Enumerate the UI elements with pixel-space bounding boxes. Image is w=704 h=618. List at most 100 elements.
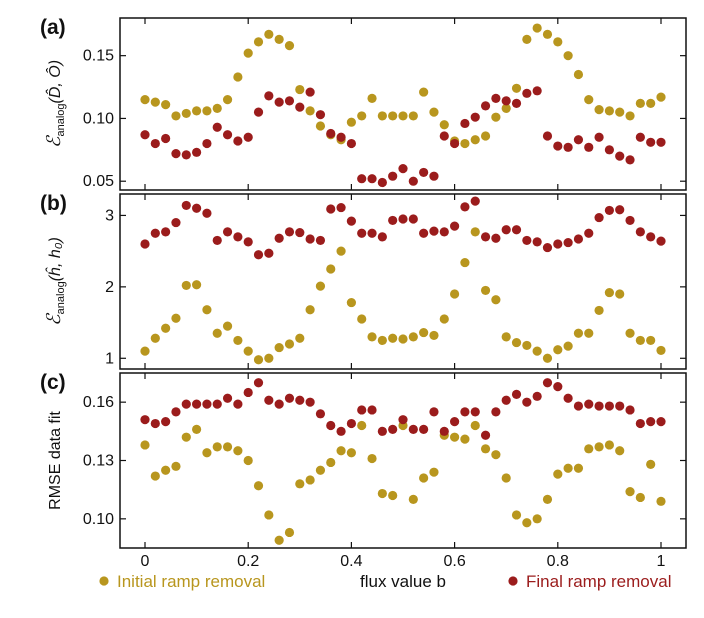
point-final xyxy=(450,221,460,231)
legend-marker-initial xyxy=(99,576,109,586)
point-final xyxy=(532,237,542,247)
point-final xyxy=(161,227,171,237)
point-final xyxy=(584,142,594,152)
point-initial xyxy=(656,92,666,102)
point-initial xyxy=(274,342,284,353)
point-initial xyxy=(511,337,522,348)
point-final xyxy=(511,225,522,235)
point-final xyxy=(532,391,542,401)
point-initial xyxy=(222,95,233,105)
point-initial xyxy=(450,432,460,442)
point-initial xyxy=(398,111,408,121)
point-initial xyxy=(388,111,398,121)
y-axis-label-symbol: ℰ xyxy=(44,312,65,326)
point-final xyxy=(553,382,563,392)
point-final xyxy=(439,131,449,141)
plot-frame xyxy=(119,17,687,191)
point-final xyxy=(192,203,202,213)
panel-1: 1 2 3 (b) ℰanalog(ĥ, h₀) xyxy=(40,192,687,370)
point-final xyxy=(274,399,284,409)
x-tick-label: 0.4 xyxy=(340,553,362,570)
point-final xyxy=(542,131,553,141)
point-initial xyxy=(542,353,553,363)
point-initial xyxy=(646,459,656,469)
point-initial xyxy=(491,295,501,305)
point-initial xyxy=(584,444,594,454)
point-final xyxy=(563,142,573,152)
point-final xyxy=(253,378,264,388)
point-final xyxy=(615,151,625,161)
point-final xyxy=(460,118,470,129)
point-final xyxy=(140,130,150,140)
point-initial xyxy=(584,328,594,338)
point-initial xyxy=(408,111,418,121)
point-final xyxy=(202,138,212,149)
point-initial xyxy=(625,487,635,497)
point-initial xyxy=(295,479,305,489)
point-initial xyxy=(315,121,326,131)
y-axis-label-subscript: analog xyxy=(55,281,67,314)
point-final xyxy=(326,420,336,431)
point-final xyxy=(150,138,160,149)
point-initial xyxy=(491,450,501,460)
point-initial xyxy=(501,332,511,342)
point-final xyxy=(388,215,398,226)
y-axis-label-symbol: ℰ xyxy=(44,134,65,148)
point-initial xyxy=(326,264,336,274)
point-final xyxy=(181,200,191,211)
point-initial xyxy=(305,106,315,116)
y-axis-label-args: (D̂, Ô) xyxy=(44,60,64,104)
point-final xyxy=(233,399,243,409)
point-initial xyxy=(615,289,625,299)
point-final xyxy=(542,378,553,388)
y-tick-label: 1 xyxy=(105,350,114,367)
point-initial xyxy=(181,280,191,291)
point-initial xyxy=(274,535,284,545)
point-final xyxy=(542,242,553,253)
point-initial xyxy=(470,135,480,145)
point-initial xyxy=(284,41,295,51)
point-final xyxy=(450,417,460,427)
point-final xyxy=(573,135,584,145)
point-initial xyxy=(243,346,253,356)
point-final xyxy=(212,122,222,132)
point-initial xyxy=(192,424,202,434)
point-initial xyxy=(646,98,656,108)
point-final xyxy=(480,430,491,440)
point-final xyxy=(171,148,181,159)
point-initial xyxy=(243,455,253,466)
point-initial xyxy=(243,48,253,58)
point-final xyxy=(233,136,243,146)
point-final xyxy=(181,399,191,409)
point-final xyxy=(429,407,439,417)
point-initial xyxy=(419,327,429,338)
point-final xyxy=(470,196,480,206)
point-final xyxy=(594,212,604,223)
point-initial xyxy=(284,527,295,538)
point-final xyxy=(367,405,377,415)
point-initial xyxy=(615,446,625,456)
point-final xyxy=(491,407,501,417)
point-final xyxy=(357,174,367,184)
point-final xyxy=(501,96,511,106)
point-initial xyxy=(181,432,191,442)
point-initial xyxy=(553,345,563,355)
point-final xyxy=(222,393,233,403)
point-initial xyxy=(171,313,181,323)
point-final xyxy=(367,174,377,184)
point-final xyxy=(646,232,656,242)
point-initial xyxy=(346,448,356,458)
point-initial xyxy=(253,355,264,365)
point-final xyxy=(635,227,645,237)
point-final xyxy=(408,214,418,224)
point-initial xyxy=(315,281,326,291)
point-initial xyxy=(181,108,191,119)
point-final xyxy=(419,424,429,434)
point-final xyxy=(171,407,181,417)
point-initial xyxy=(429,107,439,117)
point-final xyxy=(171,217,181,228)
point-final xyxy=(635,132,645,142)
point-final xyxy=(615,205,625,215)
point-final xyxy=(336,426,346,436)
